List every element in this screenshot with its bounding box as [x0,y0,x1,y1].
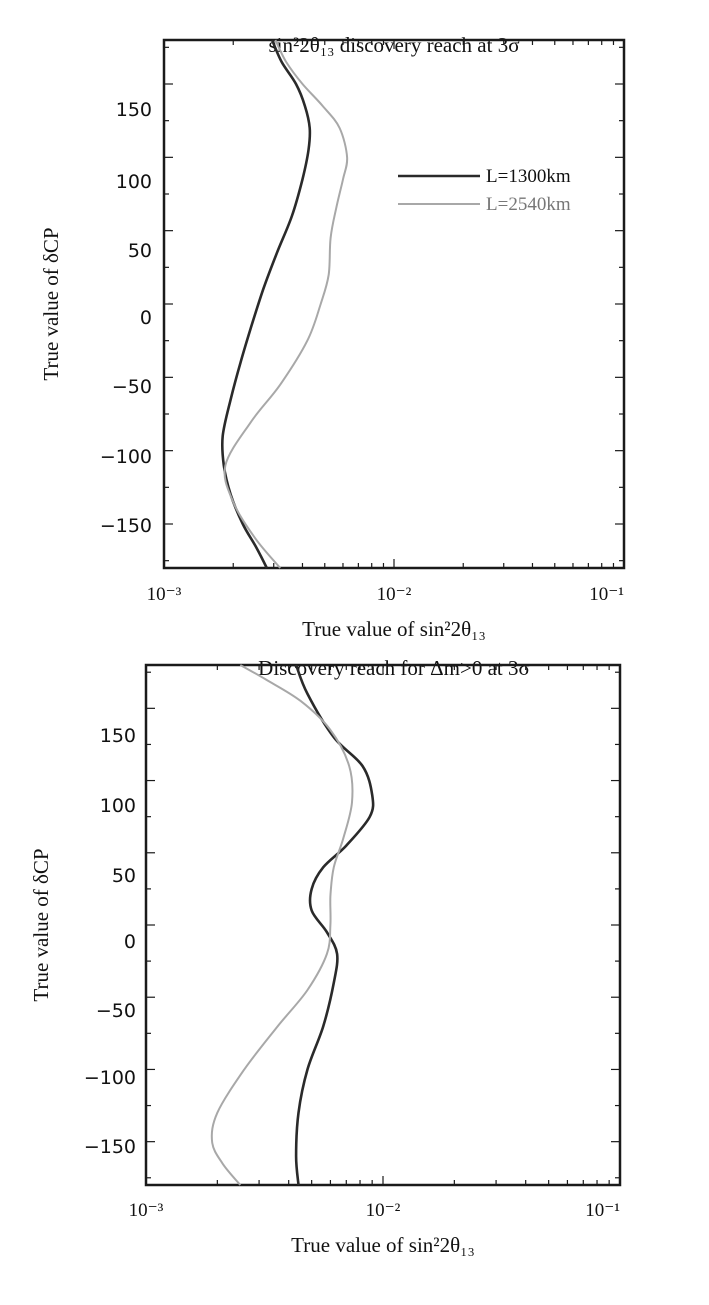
chart-bottom: Discovery reach for Δm>0 at 3σ 150 100 5… [29,656,622,1257]
y-axis-label: True value of δCP [29,848,53,1001]
legend-label: L=1300km [486,166,571,187]
series-line-light [210,664,354,1186]
series-line-dark [220,39,312,569]
y-tick-label: −150 [84,1136,136,1158]
plot-frame [144,663,622,1187]
series-line-light [223,39,349,569]
series-group [210,664,375,1186]
legend: L=1300km L=2540km [398,166,571,215]
x-tick-label: 10⁻³ [147,584,182,605]
y-tick-label: −100 [100,446,152,468]
y-tick-label: −50 [112,376,152,398]
y-tick-label: −150 [100,515,152,537]
y-tick-label: 0 [140,307,152,329]
y-tick-label: 50 [128,240,152,262]
y-tick-label: 150 [100,725,136,747]
x-tick-label: 10⁻² [377,584,412,605]
x-tick-label: 10⁻² [366,1200,401,1221]
x-tick-label: 10⁻³ [129,1200,164,1221]
legend-label: L=2540km [486,194,571,215]
x-tick-label: 10⁻¹ [585,1200,620,1221]
y-tick-label: −50 [96,1000,136,1022]
series-line-dark [294,664,375,1186]
chart-top: sin²2θ₁₃ discovery reach at 3σ 150 100 5… [39,33,626,641]
axis-ticks [145,665,620,1185]
y-tick-label: 100 [116,171,152,193]
y-tick-label: 150 [116,99,152,121]
y-tick-label: 100 [100,795,136,817]
x-axis-label: True value of sin²2θ₁₃ [291,1233,475,1257]
y-tick-label: 50 [112,865,136,887]
plot-frame [162,38,626,570]
series-group [220,39,349,569]
y-axis-label: True value of δCP [39,227,63,380]
y-tick-label: 0 [124,931,136,953]
chart-title: Discovery reach for Δm>0 at 3σ [258,656,530,680]
x-tick-label: 10⁻¹ [589,584,624,605]
y-tick-label: −100 [84,1067,136,1089]
axis-ticks [163,40,624,568]
x-axis-label: True value of sin²2θ₁₃ [302,617,486,641]
